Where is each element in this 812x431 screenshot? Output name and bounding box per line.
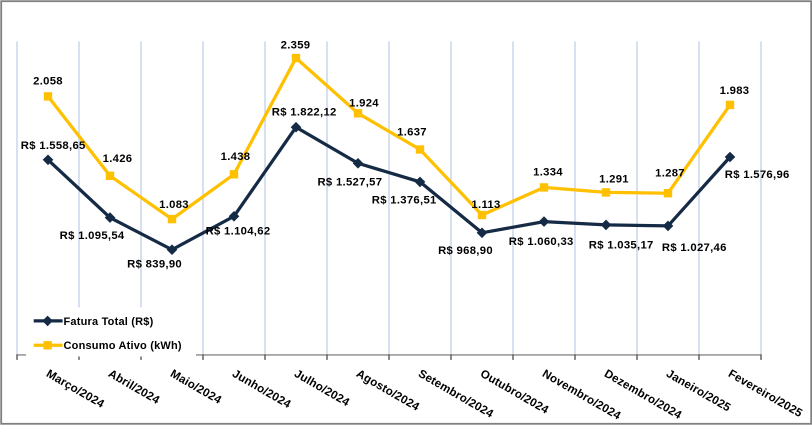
svg-text:1.924: 1.924 bbox=[349, 97, 379, 109]
svg-text:1.637: 1.637 bbox=[397, 127, 427, 139]
svg-text:Fatura Total (R$): Fatura Total (R$) bbox=[64, 316, 154, 328]
svg-text:2.058: 2.058 bbox=[33, 75, 63, 87]
svg-text:1.334: 1.334 bbox=[533, 167, 563, 179]
svg-text:1.287: 1.287 bbox=[655, 168, 685, 180]
svg-text:R$ 839,90: R$ 839,90 bbox=[127, 259, 182, 271]
svg-text:R$ 1.822,12: R$ 1.822,12 bbox=[272, 106, 337, 118]
svg-text:1.083: 1.083 bbox=[159, 199, 189, 211]
svg-text:1.983: 1.983 bbox=[720, 85, 750, 97]
svg-text:R$ 1.060,33: R$ 1.060,33 bbox=[509, 236, 574, 248]
svg-text:Consumo Ativo (kWh): Consumo Ativo (kWh) bbox=[64, 340, 182, 352]
svg-text:R$ 1.027,46: R$ 1.027,46 bbox=[662, 242, 727, 254]
svg-text:2.359: 2.359 bbox=[281, 40, 311, 52]
svg-text:R$ 1.035,17: R$ 1.035,17 bbox=[589, 239, 654, 251]
svg-text:R$ 1.095,54: R$ 1.095,54 bbox=[60, 230, 125, 242]
svg-text:R$ 1.558,65: R$ 1.558,65 bbox=[21, 140, 86, 152]
svg-text:1.113: 1.113 bbox=[471, 199, 500, 211]
svg-text:R$ 968,90: R$ 968,90 bbox=[438, 245, 493, 257]
svg-text:R$ 1.104,62: R$ 1.104,62 bbox=[206, 225, 271, 237]
svg-text:1.291: 1.291 bbox=[599, 174, 629, 186]
svg-text:R$ 1.376,51: R$ 1.376,51 bbox=[372, 195, 437, 207]
svg-text:R$ 1.576,96: R$ 1.576,96 bbox=[725, 169, 790, 181]
svg-text:1.438: 1.438 bbox=[221, 151, 251, 163]
svg-text:R$ 1.527,57: R$ 1.527,57 bbox=[317, 176, 382, 188]
svg-text:1.426: 1.426 bbox=[103, 153, 133, 165]
